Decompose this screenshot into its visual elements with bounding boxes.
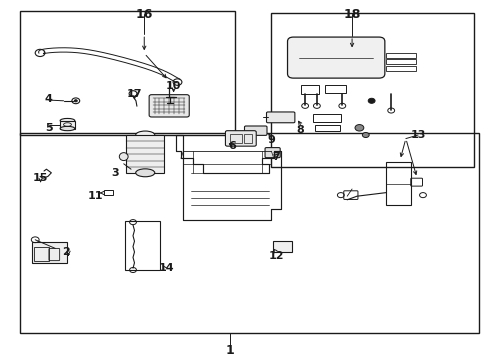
Circle shape	[354, 125, 363, 131]
Bar	[315, 125, 339, 131]
Text: 9: 9	[267, 135, 275, 145]
FancyBboxPatch shape	[266, 112, 294, 123]
Circle shape	[362, 132, 368, 138]
Bar	[126, 135, 164, 173]
Bar	[104, 190, 113, 195]
Text: 16: 16	[135, 8, 153, 21]
Bar	[243, 134, 252, 143]
Bar	[20, 133, 478, 333]
Bar	[34, 247, 49, 261]
Text: 6: 6	[228, 141, 236, 151]
Bar	[272, 241, 292, 252]
Text: 12: 12	[268, 251, 284, 261]
Bar	[20, 11, 234, 135]
Ellipse shape	[119, 153, 128, 161]
Text: 3: 3	[111, 168, 119, 178]
Ellipse shape	[60, 118, 75, 123]
Text: 11: 11	[87, 191, 103, 201]
Circle shape	[74, 100, 77, 102]
Text: 18: 18	[343, 8, 360, 21]
Ellipse shape	[136, 169, 154, 177]
Text: 13: 13	[409, 130, 425, 140]
Text: 1: 1	[225, 345, 234, 357]
Bar	[32, 242, 67, 263]
FancyBboxPatch shape	[287, 37, 384, 78]
Ellipse shape	[60, 126, 75, 131]
Text: 14: 14	[158, 263, 174, 273]
Text: 8: 8	[296, 125, 304, 135]
Bar	[312, 114, 341, 122]
Bar	[124, 221, 160, 270]
FancyBboxPatch shape	[149, 95, 189, 117]
FancyBboxPatch shape	[264, 148, 280, 158]
Text: 10: 10	[165, 81, 181, 91]
Circle shape	[367, 98, 374, 103]
FancyBboxPatch shape	[225, 131, 256, 146]
Text: 5: 5	[45, 123, 53, 133]
Bar	[300, 85, 319, 94]
Bar	[60, 121, 75, 129]
Text: 17: 17	[126, 89, 142, 99]
Text: 4: 4	[45, 94, 53, 104]
Bar	[386, 162, 410, 205]
Bar	[229, 134, 242, 143]
Ellipse shape	[136, 131, 154, 139]
Bar	[325, 85, 345, 93]
Text: 15: 15	[33, 173, 48, 183]
Bar	[271, 13, 473, 167]
Bar	[386, 53, 415, 58]
Text: 2: 2	[62, 247, 70, 257]
Text: 7: 7	[272, 152, 280, 162]
FancyBboxPatch shape	[244, 126, 266, 135]
Bar	[386, 59, 415, 64]
Bar	[386, 66, 415, 71]
